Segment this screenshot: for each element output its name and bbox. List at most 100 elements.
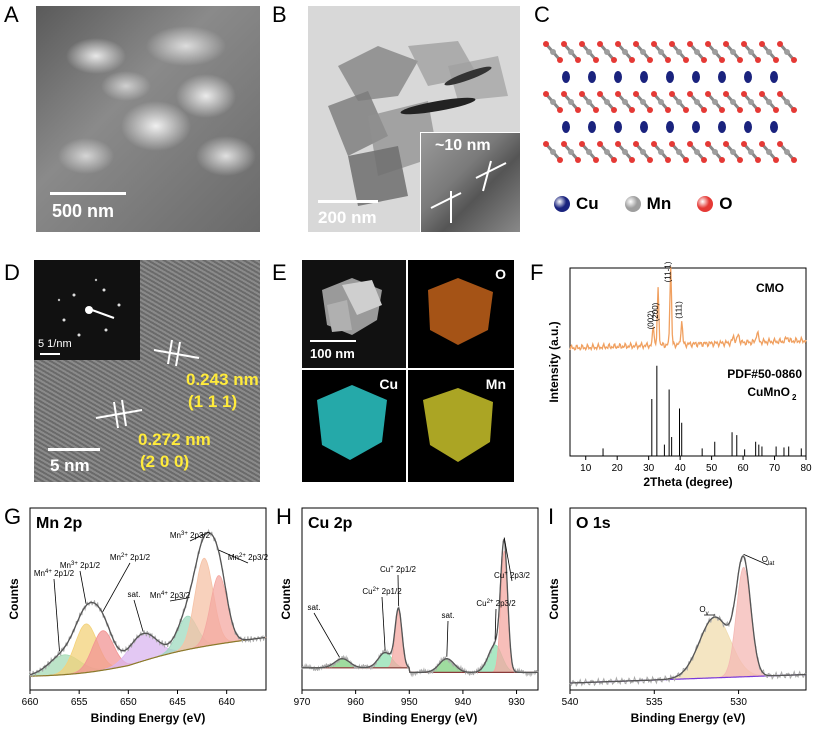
cu-atom	[718, 121, 726, 133]
mn-atom	[712, 49, 718, 55]
o-atom	[759, 41, 765, 47]
o-atom	[669, 141, 675, 147]
o-atom	[719, 107, 725, 113]
o-atom	[665, 107, 671, 113]
mn-atom	[676, 49, 682, 55]
y-axis-label: Counts	[7, 578, 21, 620]
annotation-arrow	[397, 574, 399, 606]
o-atom	[629, 57, 635, 63]
peak-annotation: Mn2+ 2p1/2	[110, 553, 151, 562]
o-atom	[719, 157, 725, 163]
xrd-chart: (002)(200) (11-1) (111) CMO PDF#50-0860 CuMnO…	[547, 261, 812, 489]
mn-atom	[568, 49, 574, 55]
mn-atom	[712, 99, 718, 105]
mn-atom	[586, 99, 592, 105]
annotation-arrow	[169, 597, 188, 602]
annotation-arrow	[102, 562, 131, 612]
cu-atom	[588, 71, 596, 83]
o-atom	[701, 57, 707, 63]
x-tick-label: 10	[580, 463, 592, 474]
o-atom	[647, 107, 653, 113]
annotation-arrow	[313, 612, 340, 658]
o-atom	[597, 91, 603, 97]
o-atom	[759, 91, 765, 97]
mn-atom	[694, 99, 700, 105]
peak-annotation: Mn2+ 2p3/2	[228, 553, 269, 562]
saed-scale-text: 5 1/nm	[38, 338, 72, 350]
o-atom	[755, 157, 761, 163]
x-axis-label: Binding Energy (eV)	[91, 711, 206, 725]
cu-atom	[562, 121, 570, 133]
x-tick-label: 930	[508, 697, 525, 708]
cu-atom	[640, 121, 648, 133]
o-atom	[777, 41, 783, 47]
mn-atom	[550, 49, 556, 55]
x-tick-label: 655	[71, 697, 88, 708]
o-atom	[561, 91, 567, 97]
o-atom	[755, 57, 761, 63]
fringe-hkl-111: (1 1 1)	[188, 392, 238, 411]
panel-label: A	[4, 2, 19, 27]
reference-name: PDF#50-0860	[727, 367, 802, 381]
mn-atom	[676, 99, 682, 105]
reference-formula-sub: 2	[792, 393, 797, 402]
o-atom	[683, 107, 689, 113]
o-atom	[741, 91, 747, 97]
legend-item-o: O	[697, 194, 732, 214]
legend-swatch	[624, 196, 641, 212]
mn-atom	[730, 49, 736, 55]
o-atom	[683, 57, 689, 63]
o-atom	[561, 41, 567, 47]
scale-text: 100 nm	[310, 346, 355, 361]
peak-annotation: Ov	[699, 605, 708, 617]
legend-swatch	[554, 196, 570, 212]
o-atom	[687, 41, 693, 47]
xrd-pattern-line	[569, 266, 807, 352]
haadf-image: 100 nm	[302, 260, 406, 368]
mn-atom	[784, 149, 790, 155]
x-tick-label: 20	[612, 463, 624, 474]
annotation-arrow	[53, 578, 60, 652]
o-atom	[557, 57, 563, 63]
cu-atom	[770, 71, 778, 83]
peak-annotation: sat.	[442, 611, 455, 620]
o-atom	[759, 141, 765, 147]
saed-inset: 5 1/nm	[34, 260, 140, 360]
background-line	[30, 636, 266, 677]
fit-component	[570, 616, 807, 684]
mn-atom	[622, 49, 628, 55]
legend-label: Cu	[576, 194, 599, 213]
o-atom	[665, 157, 671, 163]
crystal-structure	[543, 41, 797, 163]
o-atom	[633, 91, 639, 97]
mn-atom	[622, 149, 628, 155]
hrtem-inset: ~10 nm	[420, 132, 520, 232]
o-atom	[575, 107, 581, 113]
o-atom	[647, 57, 653, 63]
mn-atom	[784, 99, 790, 105]
o-atom	[669, 91, 675, 97]
o-atom	[575, 157, 581, 163]
o-atom	[557, 107, 563, 113]
o-atom	[737, 57, 743, 63]
x-tick-label: 30	[643, 463, 655, 474]
mn-atom	[640, 149, 646, 155]
mn-atom	[640, 99, 646, 105]
reference-formula: CuMnO	[747, 385, 790, 399]
xps-o1s-chart: 540 535 530 Binding Energy (eV) Counts O 1s Ov…	[547, 507, 807, 725]
tem-image: 200 nm ~10 nm	[308, 6, 520, 232]
peak-label: (111)	[675, 301, 684, 319]
map-label-o: O	[495, 266, 506, 282]
o-atom	[651, 91, 657, 97]
panel-label: B	[272, 2, 287, 27]
o-atom	[593, 157, 599, 163]
o-atom	[615, 141, 621, 147]
x-tick-label: 60	[738, 463, 750, 474]
panel-a: A 500 nm	[0, 0, 265, 240]
o-atom	[773, 57, 779, 63]
o-atom	[741, 141, 747, 147]
map-label-mn: Mn	[485, 376, 506, 392]
mn-atom	[766, 149, 772, 155]
map-cu: Cu	[302, 370, 406, 482]
o-atom	[597, 141, 603, 147]
